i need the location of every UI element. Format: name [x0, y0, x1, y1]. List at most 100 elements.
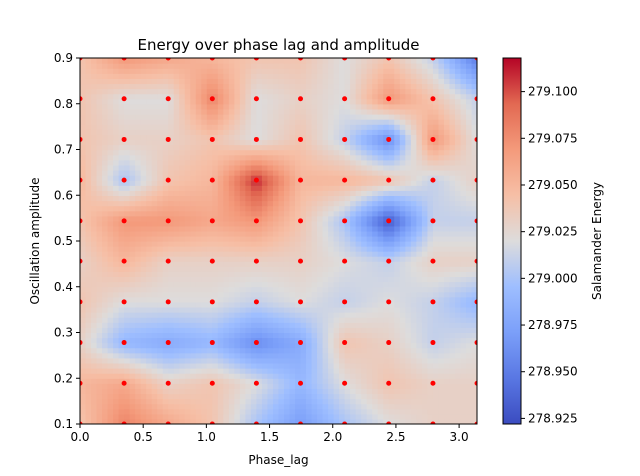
heatmap-cell [399, 337, 406, 344]
heatmap-cell [239, 83, 246, 90]
heatmap-cell [283, 63, 291, 69]
heatmap-cell [372, 301, 379, 308]
heatmap-cell [157, 154, 164, 161]
heatmap-cell [228, 225, 235, 232]
heatmap-cell [344, 332, 351, 339]
heatmap-cell [107, 327, 114, 333]
heatmap-cell [455, 220, 462, 227]
heatmap-cell [212, 205, 219, 212]
heatmap-cell [289, 108, 296, 115]
heatmap-cell [300, 378, 307, 384]
heatmap-cell [135, 235, 142, 242]
heatmap-cell [201, 403, 208, 410]
heatmap-cell [361, 175, 368, 181]
heatmap-cell [135, 281, 142, 288]
heatmap-cell [295, 144, 302, 151]
heatmap-cell [113, 418, 120, 424]
heatmap-cell [311, 129, 318, 135]
heatmap-cell [250, 93, 258, 100]
heatmap-cell [344, 251, 351, 257]
heatmap-cell [306, 93, 313, 100]
heatmap-cell [466, 119, 473, 125]
heatmap-cell [317, 124, 324, 130]
heatmap-cell [85, 398, 92, 405]
heatmap-cell [217, 291, 224, 298]
heatmap-cell [272, 149, 280, 156]
heatmap-cell [195, 301, 202, 308]
heatmap-cell [206, 337, 213, 344]
heatmap-cell [328, 286, 335, 293]
heatmap-cell [460, 362, 467, 369]
heatmap-cell [427, 301, 434, 308]
heatmap-cell [383, 276, 390, 283]
heatmap-cell [96, 271, 103, 277]
heatmap-cell [223, 368, 230, 374]
heatmap-cell [295, 246, 302, 252]
heatmap-cell [217, 246, 224, 252]
heatmap-cell [107, 134, 114, 141]
heatmap-cell [328, 180, 335, 186]
heatmap-cell [85, 312, 92, 318]
heatmap-cell [206, 398, 213, 405]
heatmap-cell [289, 124, 296, 130]
heatmap-cell [272, 296, 280, 303]
heatmap-cell [311, 322, 318, 328]
heatmap-cell [250, 185, 258, 191]
heatmap-cell [427, 413, 434, 420]
heatmap-cell [366, 398, 373, 405]
heatmap-cell [405, 225, 412, 232]
heatmap-cell [443, 317, 451, 323]
heatmap-cell [344, 388, 351, 395]
heatmap-cell [460, 418, 467, 424]
heatmap-cell [80, 261, 87, 267]
heatmap-cell [129, 347, 136, 354]
heatmap-cell [129, 251, 136, 257]
heatmap-cell [405, 139, 412, 146]
heatmap-cell [267, 347, 274, 354]
heatmap-cell [245, 210, 252, 217]
heatmap-cell [438, 276, 445, 283]
heatmap-cell [85, 368, 92, 374]
heatmap-cell [157, 306, 164, 313]
heatmap-cell [245, 169, 252, 176]
heatmap-cell [322, 139, 329, 146]
heatmap-cell [256, 205, 263, 212]
heatmap-cell [179, 276, 186, 283]
heatmap-cell [261, 180, 269, 186]
heatmap-cell [449, 393, 456, 400]
heatmap-cell [471, 266, 477, 272]
heatmap-cell [212, 200, 219, 207]
heatmap-cell [267, 266, 274, 272]
heatmap-cell [129, 88, 136, 95]
heatmap-cell [107, 175, 114, 181]
heatmap-cell [339, 93, 346, 100]
heatmap-cell [113, 286, 120, 293]
heatmap-cell [96, 113, 103, 120]
heatmap-cell [267, 230, 274, 237]
heatmap-cell [311, 418, 318, 424]
heatmap-cell [311, 347, 318, 354]
heatmap-cell [256, 403, 263, 410]
heatmap-cell [256, 134, 263, 141]
heatmap-cell [124, 58, 131, 64]
heatmap-cell [256, 73, 263, 79]
heatmap-cell [107, 78, 114, 85]
heatmap-cell [372, 215, 379, 222]
heatmap-cell [339, 169, 346, 176]
heatmap-cell [432, 246, 440, 252]
heatmap-cell [460, 220, 467, 227]
heatmap-cell [217, 58, 224, 64]
heatmap-cell [339, 175, 346, 181]
heatmap-cell [184, 230, 191, 237]
heatmap-cell [267, 144, 274, 151]
heatmap-cell [184, 241, 191, 247]
heatmap-cell [432, 291, 440, 298]
heatmap-cell [350, 408, 357, 415]
heatmap-cell [361, 327, 368, 333]
heatmap-cell [146, 134, 153, 141]
heatmap-cell [399, 332, 406, 339]
heatmap-cell [157, 368, 164, 374]
heatmap-cell [239, 215, 246, 222]
heatmap-cell [96, 124, 103, 130]
